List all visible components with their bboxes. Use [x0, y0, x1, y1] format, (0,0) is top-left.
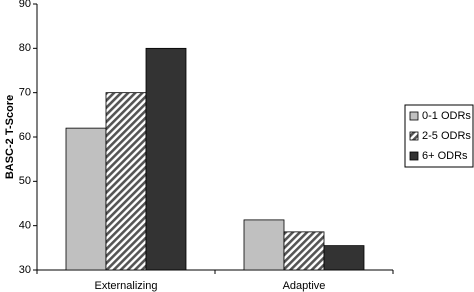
y-tick-label: 80	[19, 42, 31, 54]
x-tick-label: Externalizing	[95, 280, 158, 292]
y-tick-label: 90	[19, 0, 31, 10]
y-tick-label: 50	[19, 175, 31, 187]
y-tick-label: 60	[19, 131, 31, 143]
y-tick-label: 40	[19, 220, 31, 232]
legend-label: 0-1 ODRs	[422, 110, 471, 122]
bar	[105, 92, 147, 271]
bar	[283, 231, 325, 271]
bar	[145, 47, 187, 271]
bar	[65, 127, 107, 271]
x-tick-label: Adaptive	[283, 280, 326, 292]
legend-swatch	[409, 151, 419, 161]
y-tick-label: 30	[19, 264, 31, 276]
y-axis-label: BASC-2 T-Score	[4, 95, 16, 179]
legend-label: 2-5 ODRs	[422, 130, 471, 142]
legend-label: 6+ ODRs	[422, 150, 468, 162]
bar	[243, 219, 285, 271]
bar	[323, 245, 365, 271]
legend-swatch	[409, 131, 419, 141]
y-tick-label: 70	[19, 87, 31, 99]
legend-swatch	[409, 111, 419, 121]
